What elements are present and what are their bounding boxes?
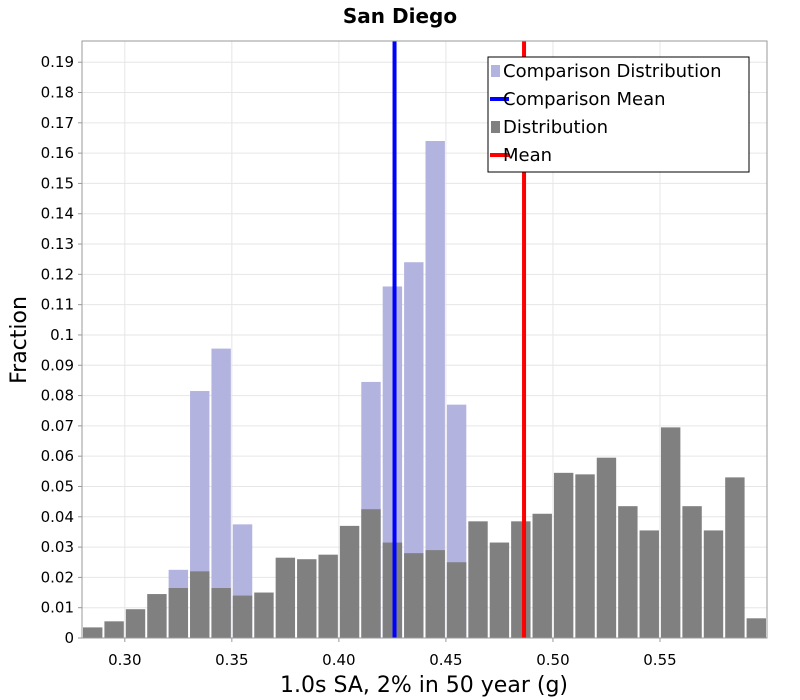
comparison-distribution-bar xyxy=(404,262,424,638)
x-tick-label: 0.35 xyxy=(215,651,248,669)
y-tick-label: 0.06 xyxy=(41,447,74,465)
distribution-bar xyxy=(104,621,124,638)
y-tick-label: 0.1 xyxy=(50,326,74,344)
y-tick-label: 0.16 xyxy=(41,144,74,162)
distribution-bar xyxy=(83,627,103,638)
distribution-bar xyxy=(660,427,681,638)
legend-label-comparison-distribution: Comparison Distribution xyxy=(503,61,722,82)
distribution-bar xyxy=(639,530,659,638)
distribution-bar xyxy=(446,562,467,638)
distribution-bar xyxy=(339,525,360,638)
plot-border xyxy=(81,40,768,639)
x-tick-label: 0.55 xyxy=(643,651,676,669)
y-tick-label: 0 xyxy=(64,629,74,647)
y-tick-label: 0.14 xyxy=(41,205,74,223)
distribution-bar xyxy=(532,513,552,638)
distribution-bar xyxy=(425,550,445,638)
y-tick-label: 0.08 xyxy=(41,387,74,405)
distribution-bar xyxy=(468,521,488,638)
y-tick-label: 0.03 xyxy=(41,538,74,556)
distribution-bar xyxy=(703,530,724,638)
distribution-bar xyxy=(746,618,766,638)
y-tick-label: 0.18 xyxy=(41,84,74,102)
y-tick-label: 0.01 xyxy=(41,599,74,617)
distribution-bar xyxy=(361,509,381,638)
distribution-bar xyxy=(725,477,745,638)
distribution-bar xyxy=(232,595,253,638)
distribution-bar xyxy=(404,553,424,638)
y-tick-label: 0.02 xyxy=(41,568,74,586)
distribution-bar xyxy=(254,592,274,638)
x-tick-label: 0.45 xyxy=(429,651,462,669)
distribution-bar xyxy=(618,506,638,638)
y-tick-label: 0.19 xyxy=(41,53,74,71)
x-axis-ticks: 0.30 0.35 0.40 0.45 0.50 0.55 xyxy=(108,638,677,669)
comparison-distribution-bar xyxy=(211,348,231,638)
legend-label-comparison-mean: Comparison Mean xyxy=(503,89,666,110)
distribution-bar xyxy=(275,557,296,638)
distribution-bar xyxy=(682,506,702,638)
legend: Comparison Distribution Comparison Mean Di… xyxy=(487,56,750,173)
distribution-bar xyxy=(297,559,317,638)
x-tick-label: 0.40 xyxy=(322,651,355,669)
x-axis-label: 1.0s SA, 2% in 50 year (g) xyxy=(280,673,568,698)
distribution-bar xyxy=(125,609,146,638)
y-tick-label: 0.13 xyxy=(41,235,74,253)
y-tick-label: 0.11 xyxy=(41,296,74,314)
distribution-bar xyxy=(596,457,617,638)
distribution-bar xyxy=(190,571,210,638)
distribution-bar xyxy=(511,521,531,638)
y-tick-label: 0.17 xyxy=(41,114,74,132)
distribution-bar xyxy=(168,587,189,638)
y-tick-label: 0.05 xyxy=(41,477,74,495)
legend-swatch-comparison-distribution xyxy=(491,65,500,77)
comparison-distribution-bar xyxy=(425,141,445,639)
y-tick-label: 0.04 xyxy=(41,508,74,526)
y-tick-label: 0.07 xyxy=(41,417,74,435)
distribution-bar xyxy=(575,474,595,638)
distribution-bar xyxy=(318,554,338,638)
y-tick-label: 0.12 xyxy=(41,265,74,283)
legend-label-mean: Mean xyxy=(503,145,552,166)
distribution-bar xyxy=(147,594,167,638)
y-axis-label: Fraction xyxy=(7,296,32,384)
y-tick-label: 0.15 xyxy=(41,174,74,192)
distribution-bar xyxy=(382,542,403,638)
distribution-bar xyxy=(553,472,574,638)
y-axis-ticks: 0 0.01 0.02 0.03 0.04 0.05 0.06 0.07 0.08 0.09 0.1… xyxy=(41,53,82,647)
legend-box xyxy=(487,56,750,173)
x-tick-label: 0.30 xyxy=(108,651,141,669)
legend-label-distribution: Distribution xyxy=(503,117,608,138)
x-tick-label: 0.50 xyxy=(536,651,569,669)
chart-title: San Diego xyxy=(343,4,457,28)
distribution-bar xyxy=(211,587,231,638)
y-tick-label: 0.09 xyxy=(41,356,74,374)
legend-swatch-distribution xyxy=(491,121,500,133)
distribution-bar xyxy=(489,542,510,638)
